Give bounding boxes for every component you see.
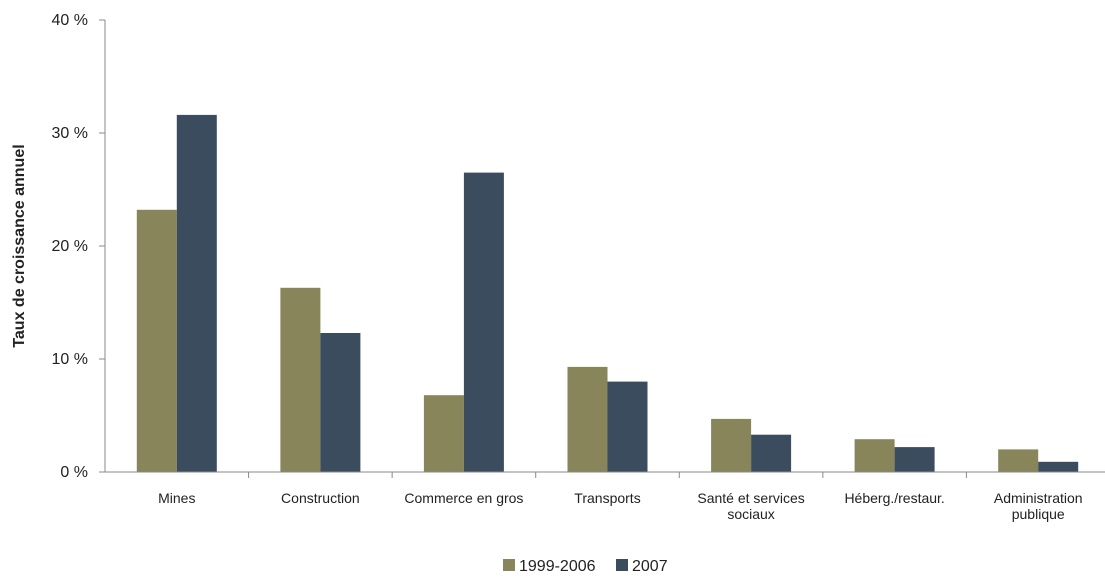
bar-series1-5	[854, 439, 895, 472]
bar-series2-0	[176, 114, 217, 473]
y-tick-label: 20 %	[52, 238, 88, 255]
bar-series1-2	[423, 395, 464, 472]
y-axis-title: Taux de croissance annuel	[11, 144, 28, 347]
y-tick-label: 10 %	[52, 351, 88, 368]
x-category-label: Administration	[994, 490, 1083, 506]
x-category-label: Commerce en gros	[404, 490, 523, 506]
bar-series1-4	[711, 418, 752, 472]
bar-series1-6	[998, 449, 1039, 472]
y-tick-label: 40 %	[52, 12, 88, 29]
bar-series1-0	[136, 209, 177, 473]
legend-label-1: 1999-2006	[519, 558, 596, 575]
legend-swatch-1	[503, 559, 515, 571]
bar-series2-6	[1038, 461, 1079, 472]
bar-series1-1	[280, 287, 321, 472]
x-category-label: publique	[1012, 506, 1065, 522]
x-category-label: Transports	[574, 490, 640, 506]
legend-label-2: 2007	[632, 558, 668, 575]
legend-swatch-2	[616, 559, 628, 571]
bar-series2-5	[894, 447, 935, 472]
bar-series2-4	[751, 434, 792, 472]
bar-series1-3	[567, 366, 608, 472]
x-category-label: sociaux	[727, 506, 774, 522]
bar-series2-3	[607, 381, 648, 472]
x-category-label: Construction	[281, 490, 360, 506]
bar-series2-2	[463, 172, 504, 472]
x-category-label: Santé et services	[697, 490, 804, 506]
y-tick-label: 0 %	[60, 464, 88, 481]
bar-series2-1	[320, 333, 361, 472]
x-category-label: Mines	[158, 490, 195, 506]
y-tick-label: 30 %	[52, 125, 88, 142]
x-category-label: Héberg./restaur.	[844, 490, 944, 506]
